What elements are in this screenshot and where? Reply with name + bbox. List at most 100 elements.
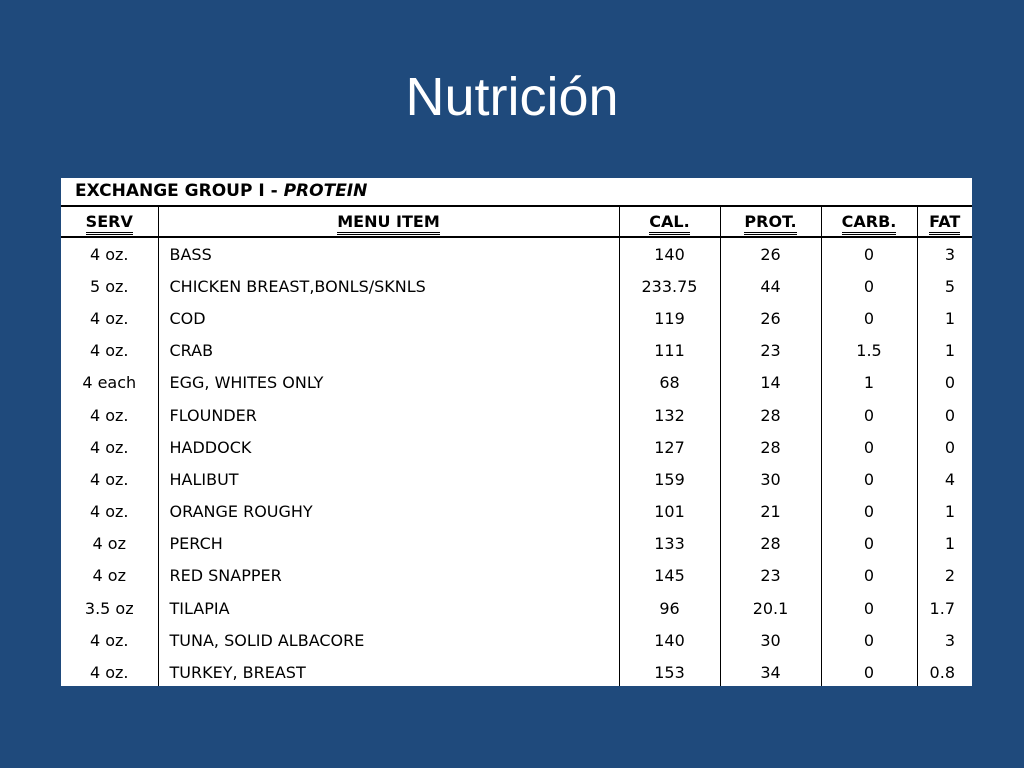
nutrition-table-panel: EXCHANGE GROUP I - PROTEIN SERV MENU ITE… bbox=[61, 178, 972, 686]
cell-serv: 4 oz. bbox=[89, 244, 129, 264]
group-prefix: EXCHANGE GROUP I - bbox=[75, 181, 284, 201]
cell-cal: 153 bbox=[618, 656, 720, 686]
col-header-cal: CAL. bbox=[618, 207, 720, 238]
table-row: 4 oz. HADDOCK 127 28 0 0 bbox=[61, 431, 972, 464]
cell-fat: 4 bbox=[916, 463, 972, 496]
exchange-group-header: EXCHANGE GROUP I - PROTEIN bbox=[61, 178, 972, 207]
cell-cal: 132 bbox=[618, 398, 720, 432]
cell-carb: 0 bbox=[820, 302, 917, 335]
slide-title: Nutrición bbox=[405, 67, 619, 127]
cell-menu-item: FLOUNDER bbox=[157, 398, 619, 432]
cell-serv: 4 oz. bbox=[89, 308, 129, 328]
cell-menu-item: BASS bbox=[157, 237, 619, 271]
cell-carb: 0 bbox=[820, 656, 917, 686]
cell-cal: 111 bbox=[618, 334, 720, 367]
nutrition-table: SERV MENU ITEM CAL. PROT. CARB. FAT 4 oz… bbox=[61, 207, 972, 686]
cell-cal: 145 bbox=[618, 559, 720, 593]
table-row: 4 oz. ORANGE ROUGHY 101 21 0 1 bbox=[61, 495, 972, 528]
cell-fat: 3 bbox=[916, 624, 972, 657]
col-header-serv: SERV bbox=[61, 207, 158, 238]
cell-prot: 28 bbox=[719, 398, 821, 432]
cell-cal: 233.75 bbox=[618, 270, 720, 303]
cell-fat: 2 bbox=[916, 559, 972, 593]
table-row: 4 oz. TUNA, SOLID ALBACORE 140 30 0 3 bbox=[61, 624, 972, 657]
cell-serv: 4 oz. bbox=[89, 469, 129, 489]
cell-menu-item: CRAB bbox=[157, 334, 619, 367]
table-row: 4 each EGG, WHITES ONLY 68 14 1 0 bbox=[61, 366, 972, 399]
cell-menu-item: EGG, WHITES ONLY bbox=[157, 366, 619, 399]
cell-carb: 0 bbox=[820, 624, 917, 657]
cell-cal: 101 bbox=[618, 495, 720, 528]
cell-carb: 0 bbox=[820, 237, 917, 271]
cell-serv: 4 oz bbox=[92, 566, 126, 586]
col-header-fat: FAT bbox=[916, 207, 972, 238]
cell-carb: 0 bbox=[820, 495, 917, 528]
cell-serv: 4 oz. bbox=[89, 502, 129, 522]
cell-carb: 0 bbox=[820, 431, 917, 464]
cell-prot: 34 bbox=[719, 656, 821, 686]
cell-fat: 0 bbox=[916, 398, 972, 432]
cell-carb: 0 bbox=[820, 270, 917, 303]
cell-menu-item: CHICKEN BREAST,BONLS/SKNLS bbox=[157, 270, 619, 303]
cell-menu-item: HALIBUT bbox=[157, 463, 619, 496]
col-header-menu-item: MENU ITEM bbox=[157, 207, 619, 238]
cell-serv: 4 oz. bbox=[89, 405, 129, 425]
cell-prot: 44 bbox=[719, 270, 821, 303]
cell-serv: 4 oz. bbox=[89, 663, 129, 683]
cell-carb: 1.5 bbox=[820, 334, 917, 367]
cell-fat: 3 bbox=[916, 237, 972, 271]
cell-menu-item: PERCH bbox=[157, 527, 619, 560]
cell-carb: 0 bbox=[820, 463, 917, 496]
cell-fat: 1.7 bbox=[916, 592, 972, 625]
cell-cal: 140 bbox=[618, 237, 720, 271]
cell-serv: 5 oz. bbox=[89, 276, 129, 296]
table-row: 4 oz. BASS 140 26 0 3 bbox=[61, 237, 972, 271]
cell-carb: 0 bbox=[820, 559, 917, 593]
cell-fat: 0 bbox=[916, 431, 972, 464]
table-row: 4 oz. TURKEY, BREAST 153 34 0 0.8 bbox=[61, 656, 972, 686]
cell-menu-item: COD bbox=[157, 302, 619, 335]
cell-menu-item: TUNA, SOLID ALBACORE bbox=[157, 624, 619, 657]
table-row: 5 oz. CHICKEN BREAST,BONLS/SKNLS 233.75 44 0… bbox=[61, 270, 972, 303]
table-row: 4 oz. FLOUNDER 132 28 0 0 bbox=[61, 398, 972, 432]
cell-cal: 68 bbox=[618, 366, 720, 399]
cell-serv: 4 oz bbox=[92, 534, 126, 554]
cell-prot: 14 bbox=[719, 366, 821, 399]
cell-carb: 0 bbox=[820, 592, 917, 625]
cell-menu-item: ORANGE ROUGHY bbox=[157, 495, 619, 528]
cell-carb: 0 bbox=[820, 527, 917, 560]
cell-menu-item: TILAPIA bbox=[157, 592, 619, 625]
table-row: 4 oz. HALIBUT 159 30 0 4 bbox=[61, 463, 972, 496]
cell-prot: 30 bbox=[719, 463, 821, 496]
cell-menu-item: TURKEY, BREAST bbox=[157, 656, 619, 686]
cell-prot: 23 bbox=[719, 559, 821, 593]
cell-fat: 0.8 bbox=[916, 656, 972, 686]
table-header-row: SERV MENU ITEM CAL. PROT. CARB. FAT bbox=[61, 207, 972, 238]
cell-carb: 1 bbox=[820, 366, 917, 399]
cell-fat: 5 bbox=[916, 270, 972, 303]
cell-menu-item: RED SNAPPER bbox=[157, 559, 619, 593]
table-row: 4 oz RED SNAPPER 145 23 0 2 bbox=[61, 559, 972, 593]
cell-serv: 4 oz. bbox=[89, 437, 129, 457]
cell-cal: 96 bbox=[618, 592, 720, 625]
cell-prot: 23 bbox=[719, 334, 821, 367]
table-row: 4 oz. CRAB 111 23 1.5 1 bbox=[61, 334, 972, 367]
cell-menu-item: HADDOCK bbox=[157, 431, 619, 464]
cell-prot: 28 bbox=[719, 431, 821, 464]
cell-prot: 26 bbox=[719, 302, 821, 335]
cell-carb: 0 bbox=[820, 398, 917, 432]
cell-prot: 30 bbox=[719, 624, 821, 657]
group-name: PROTEIN bbox=[283, 181, 368, 201]
col-header-prot: PROT. bbox=[719, 207, 821, 238]
table-row: 3.5 oz TILAPIA 96 20.1 0 1.7 bbox=[61, 592, 972, 625]
cell-cal: 159 bbox=[618, 463, 720, 496]
cell-prot: 21 bbox=[719, 495, 821, 528]
cell-cal: 133 bbox=[618, 527, 720, 560]
cell-prot: 26 bbox=[719, 237, 821, 271]
cell-fat: 1 bbox=[916, 527, 972, 560]
col-header-carb: CARB. bbox=[820, 207, 917, 238]
cell-prot: 28 bbox=[719, 527, 821, 560]
cell-prot: 20.1 bbox=[719, 592, 821, 625]
cell-cal: 119 bbox=[618, 302, 720, 335]
cell-fat: 0 bbox=[916, 366, 972, 399]
